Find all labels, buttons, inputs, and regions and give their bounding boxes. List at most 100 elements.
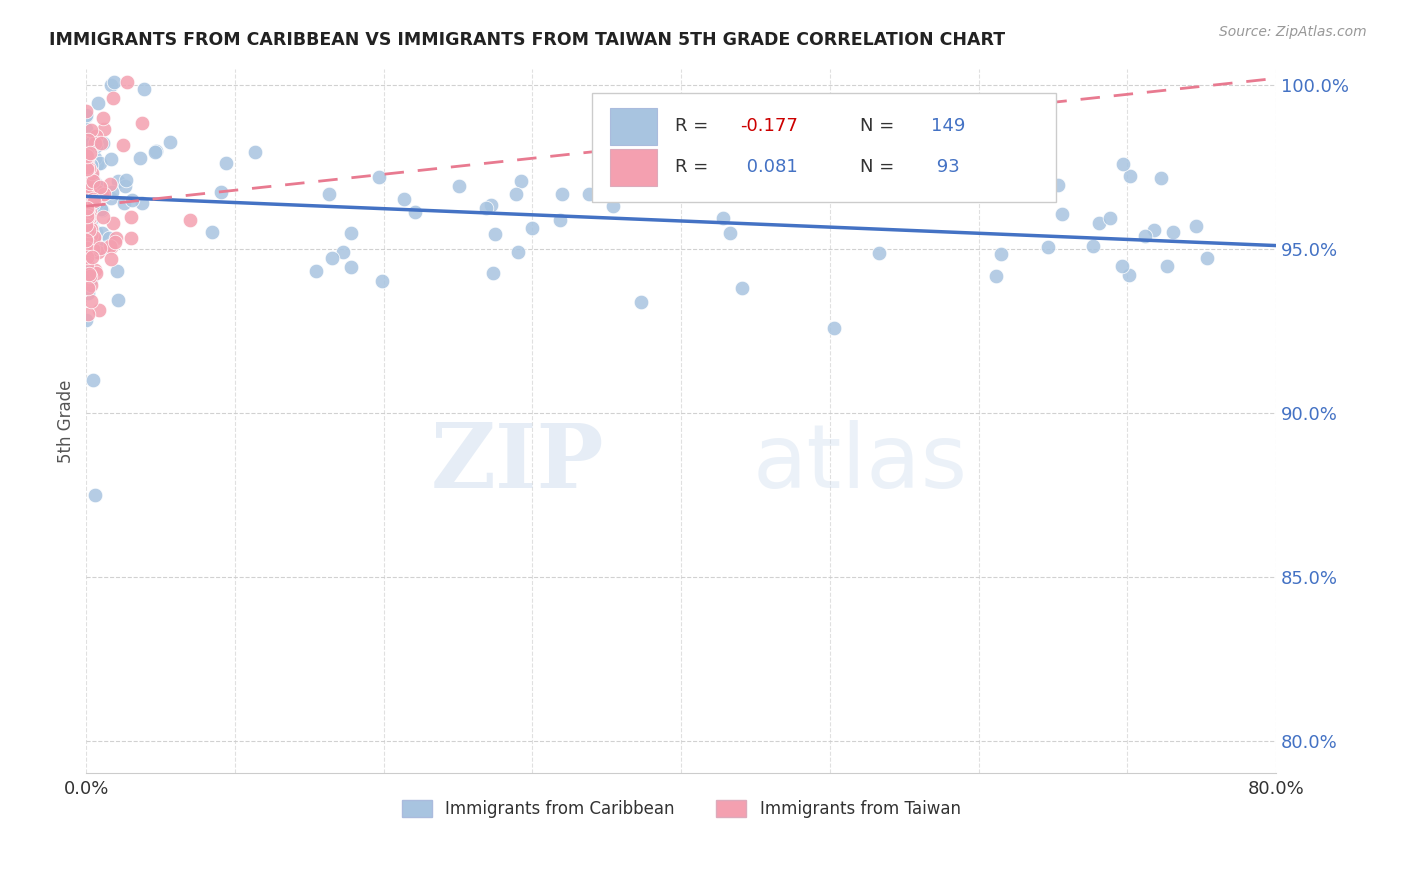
Point [100, 152, 122, 166]
Point [75, 178, 97, 193]
Point [1119, 169, 1142, 183]
Point [86, 138, 108, 153]
Point [80, 222, 103, 236]
Point [79, 174, 101, 188]
Point [75, 174, 97, 188]
Point [83, 194, 105, 208]
Point [82, 140, 104, 154]
Point [112, 196, 135, 211]
Point [145, 145, 167, 159]
Point [243, 145, 266, 159]
Point [1143, 223, 1166, 237]
Point [76, 257, 98, 271]
Point [76, 221, 98, 235]
Point [84, 151, 107, 165]
Point [82, 183, 104, 197]
Text: Source: ZipAtlas.com: Source: ZipAtlas.com [1219, 25, 1367, 39]
Point [82, 166, 104, 180]
Point [1133, 229, 1156, 244]
Point [984, 268, 1007, 283]
Point [105, 264, 128, 278]
Point [76, 251, 98, 265]
Point [404, 204, 426, 219]
Point [76, 195, 98, 210]
Point [75, 211, 97, 226]
Point [75, 233, 97, 247]
Point [83, 187, 105, 202]
Point [84, 178, 107, 192]
Point [77, 267, 100, 281]
Point [93, 186, 115, 201]
Point [159, 135, 181, 149]
Point [80, 122, 103, 136]
Point [79, 197, 101, 211]
Point [100, 240, 122, 254]
Point [179, 213, 201, 227]
Point [1081, 239, 1104, 253]
Point [79, 193, 101, 207]
Point [76, 186, 98, 201]
Point [77, 240, 100, 254]
Text: atlas: atlas [752, 420, 967, 507]
Point [371, 274, 394, 288]
FancyBboxPatch shape [610, 108, 658, 145]
Point [91, 203, 114, 218]
Point [1112, 157, 1135, 171]
Point [84, 488, 107, 502]
Point [711, 211, 734, 226]
Point [76, 147, 98, 161]
Point [76, 241, 98, 255]
Point [1046, 178, 1069, 192]
Point [75, 121, 97, 136]
Point [75, 313, 97, 327]
Point [76, 210, 98, 224]
Point [79, 163, 101, 178]
Point [87, 244, 110, 259]
Point [100, 78, 122, 92]
Point [75, 231, 97, 245]
Point [80, 214, 103, 228]
Point [75, 184, 97, 198]
Point [318, 187, 340, 202]
Point [340, 260, 363, 274]
Point [630, 295, 652, 310]
Point [76, 210, 98, 224]
Point [114, 178, 136, 193]
Point [89, 180, 111, 194]
Point [1088, 216, 1111, 230]
Point [578, 187, 600, 202]
Point [75, 221, 97, 235]
Point [80, 217, 103, 231]
Point [87, 302, 110, 317]
Point [80, 158, 103, 172]
Point [1099, 211, 1122, 226]
Point [77, 149, 100, 163]
Point [100, 185, 122, 199]
Point [107, 293, 129, 307]
Point [100, 178, 122, 192]
Point [79, 233, 101, 247]
Point [484, 227, 506, 241]
Point [76, 149, 98, 163]
Point [80, 272, 103, 286]
Point [134, 82, 156, 96]
Point [79, 161, 101, 175]
Point [80, 227, 103, 241]
Point [75, 162, 97, 177]
Point [1007, 166, 1029, 180]
Point [76, 233, 98, 247]
Point [75, 221, 97, 235]
Point [76, 161, 98, 175]
Point [75, 193, 97, 207]
Point [77, 167, 100, 181]
Point [97, 231, 120, 245]
Point [75, 187, 97, 202]
Point [79, 210, 101, 224]
Point [76, 254, 98, 268]
Point [77, 222, 100, 236]
Point [115, 75, 138, 89]
Point [77, 198, 100, 212]
Point [508, 245, 530, 260]
Point [810, 166, 832, 180]
Point [79, 186, 101, 200]
